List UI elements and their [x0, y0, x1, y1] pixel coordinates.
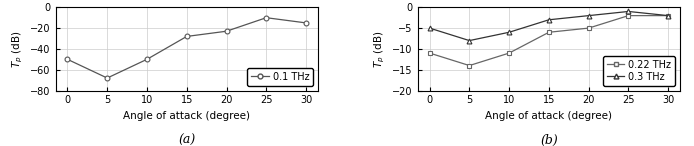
Legend: 0.22 THz, 0.3 THz: 0.22 THz, 0.3 THz — [603, 56, 675, 86]
0.3 THz — [425, 27, 434, 29]
Y-axis label: $T_p$ (dB): $T_p$ (dB) — [10, 30, 24, 68]
0.3 THz — [545, 19, 553, 21]
Line: 0.3 THz: 0.3 THz — [428, 9, 670, 43]
Y-axis label: $T_p$ (dB): $T_p$ (dB) — [373, 30, 387, 68]
X-axis label: Angle of attack (degree): Angle of attack (degree) — [124, 111, 251, 121]
0.22 THz — [625, 15, 633, 16]
X-axis label: Angle of attack (degree): Angle of attack (degree) — [485, 111, 612, 121]
0.3 THz — [505, 31, 514, 33]
Line: 0.22 THz: 0.22 THz — [428, 13, 670, 68]
0.3 THz — [625, 11, 633, 12]
0.22 THz — [545, 31, 553, 33]
0.22 THz — [584, 27, 593, 29]
Text: (a): (a) — [178, 134, 196, 146]
Text: (b): (b) — [540, 134, 558, 146]
0.22 THz — [465, 65, 473, 66]
0.22 THz — [505, 52, 514, 54]
0.22 THz — [664, 15, 672, 16]
0.22 THz — [425, 52, 434, 54]
0.3 THz — [465, 40, 473, 41]
0.3 THz — [584, 15, 593, 16]
0.3 THz — [664, 15, 672, 16]
Legend: 0.1 THz: 0.1 THz — [247, 68, 313, 86]
